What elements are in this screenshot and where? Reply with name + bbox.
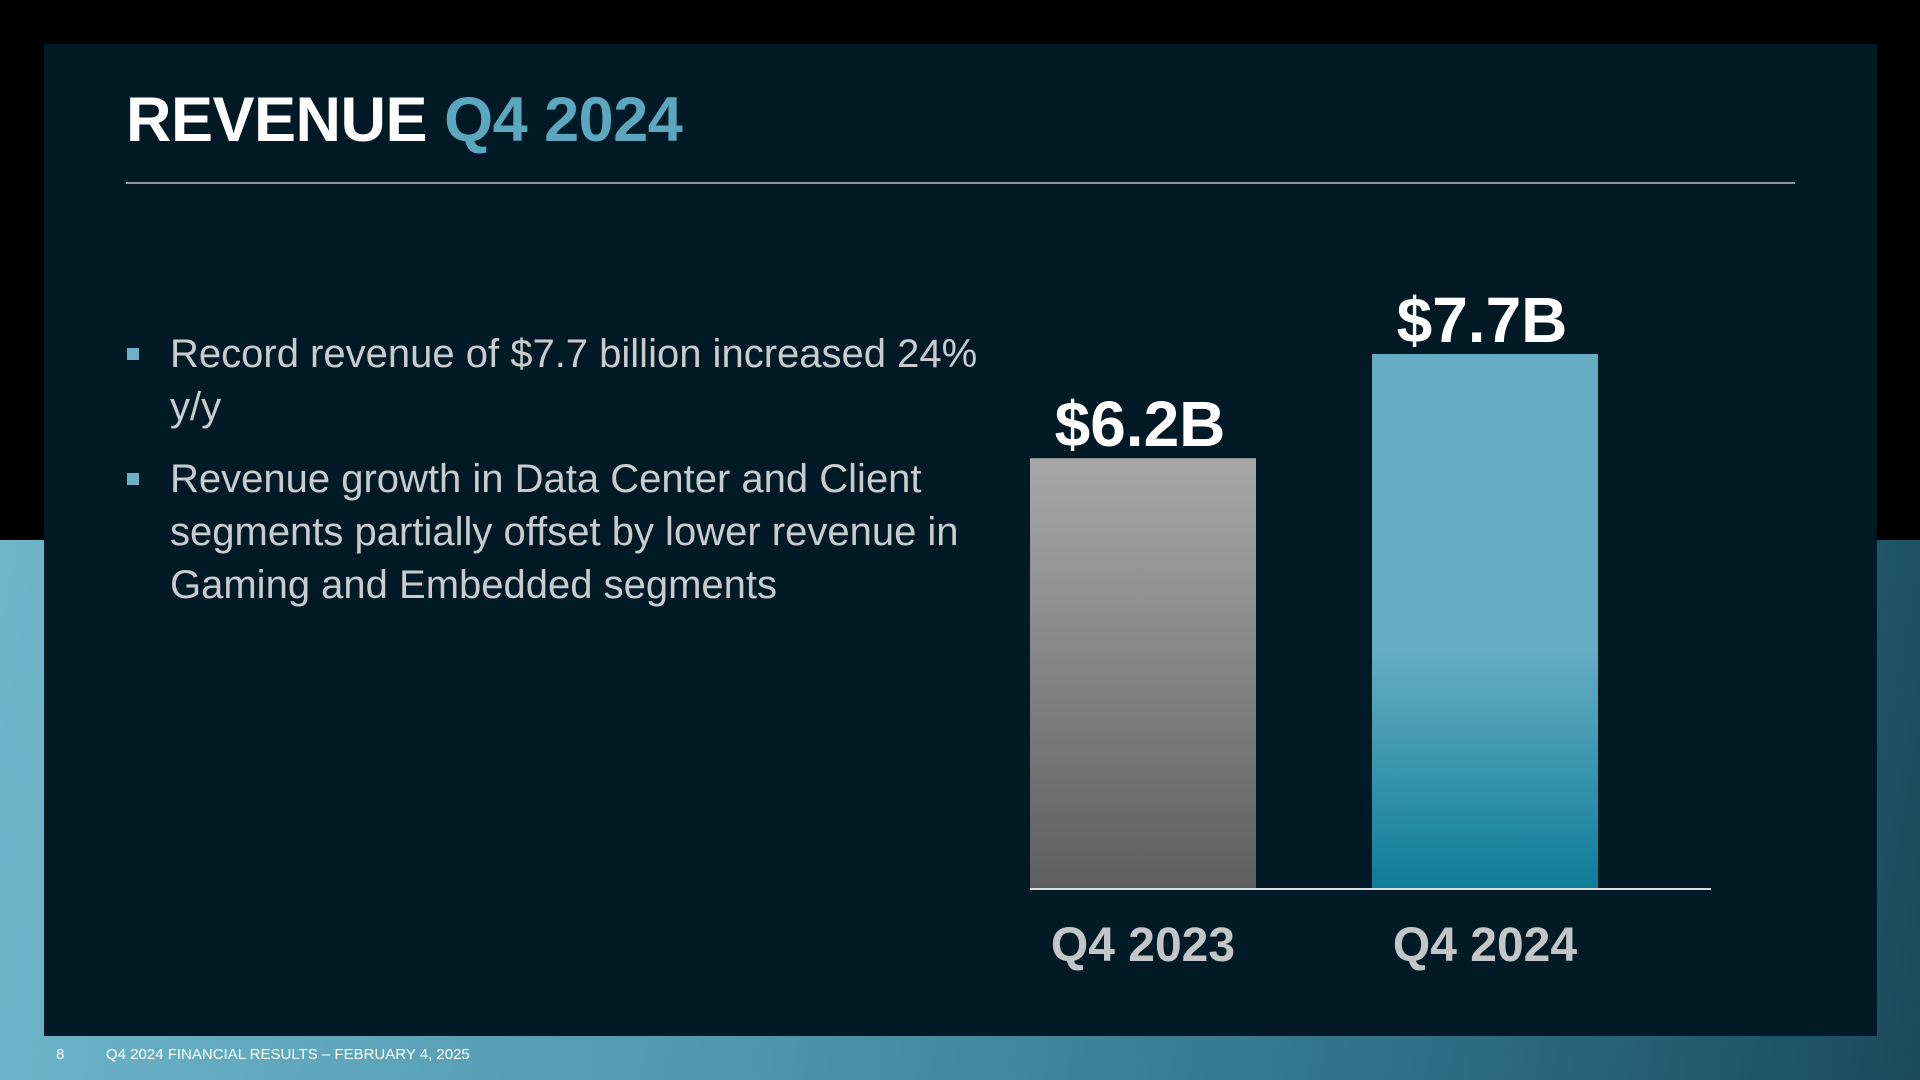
page-number: 8 (56, 1046, 65, 1063)
title-divider (126, 182, 1795, 184)
slide-title: REVENUE Q4 2024 (126, 84, 683, 156)
bar-value-label: $6.2B (1055, 388, 1226, 460)
square-bullet-icon (127, 348, 139, 360)
bullet-item: Record revenue of $7.7 billion increased… (126, 328, 996, 434)
bullet-item: Revenue growth in Data Center and Client… (126, 453, 996, 612)
title-main: REVENUE (126, 85, 428, 155)
bar-value-label: $7.7B (1397, 284, 1568, 356)
title-accent: Q4 2024 (444, 85, 683, 155)
x-tick-label: Q4 2024 (1393, 919, 1577, 972)
revenue-bar-chart: $6.2B Q4 2023 $7.7B Q4 2024 (1030, 284, 1711, 972)
slide: REVENUE Q4 2024 Record revenue of $7.7 b… (44, 44, 1877, 1036)
x-tick-label: Q4 2023 (1051, 919, 1235, 972)
bullet-text: Revenue growth in Data Center and Client… (170, 457, 959, 607)
square-bullet-icon (127, 473, 139, 485)
bullet-text: Record revenue of $7.7 billion increased… (170, 332, 978, 429)
bar-q4-2023 (1030, 458, 1256, 889)
bullet-list: Record revenue of $7.7 billion increased… (126, 328, 996, 631)
bars-layer: $6.2B Q4 2023 $7.7B Q4 2024 (1030, 284, 1598, 972)
footer: 8 Q4 2024 FINANCIAL RESULTS – FEBRUARY 4… (0, 1046, 1920, 1066)
bar-q4-2024 (1372, 354, 1598, 889)
footer-text: Q4 2024 FINANCIAL RESULTS – FEBRUARY 4, … (106, 1046, 470, 1063)
